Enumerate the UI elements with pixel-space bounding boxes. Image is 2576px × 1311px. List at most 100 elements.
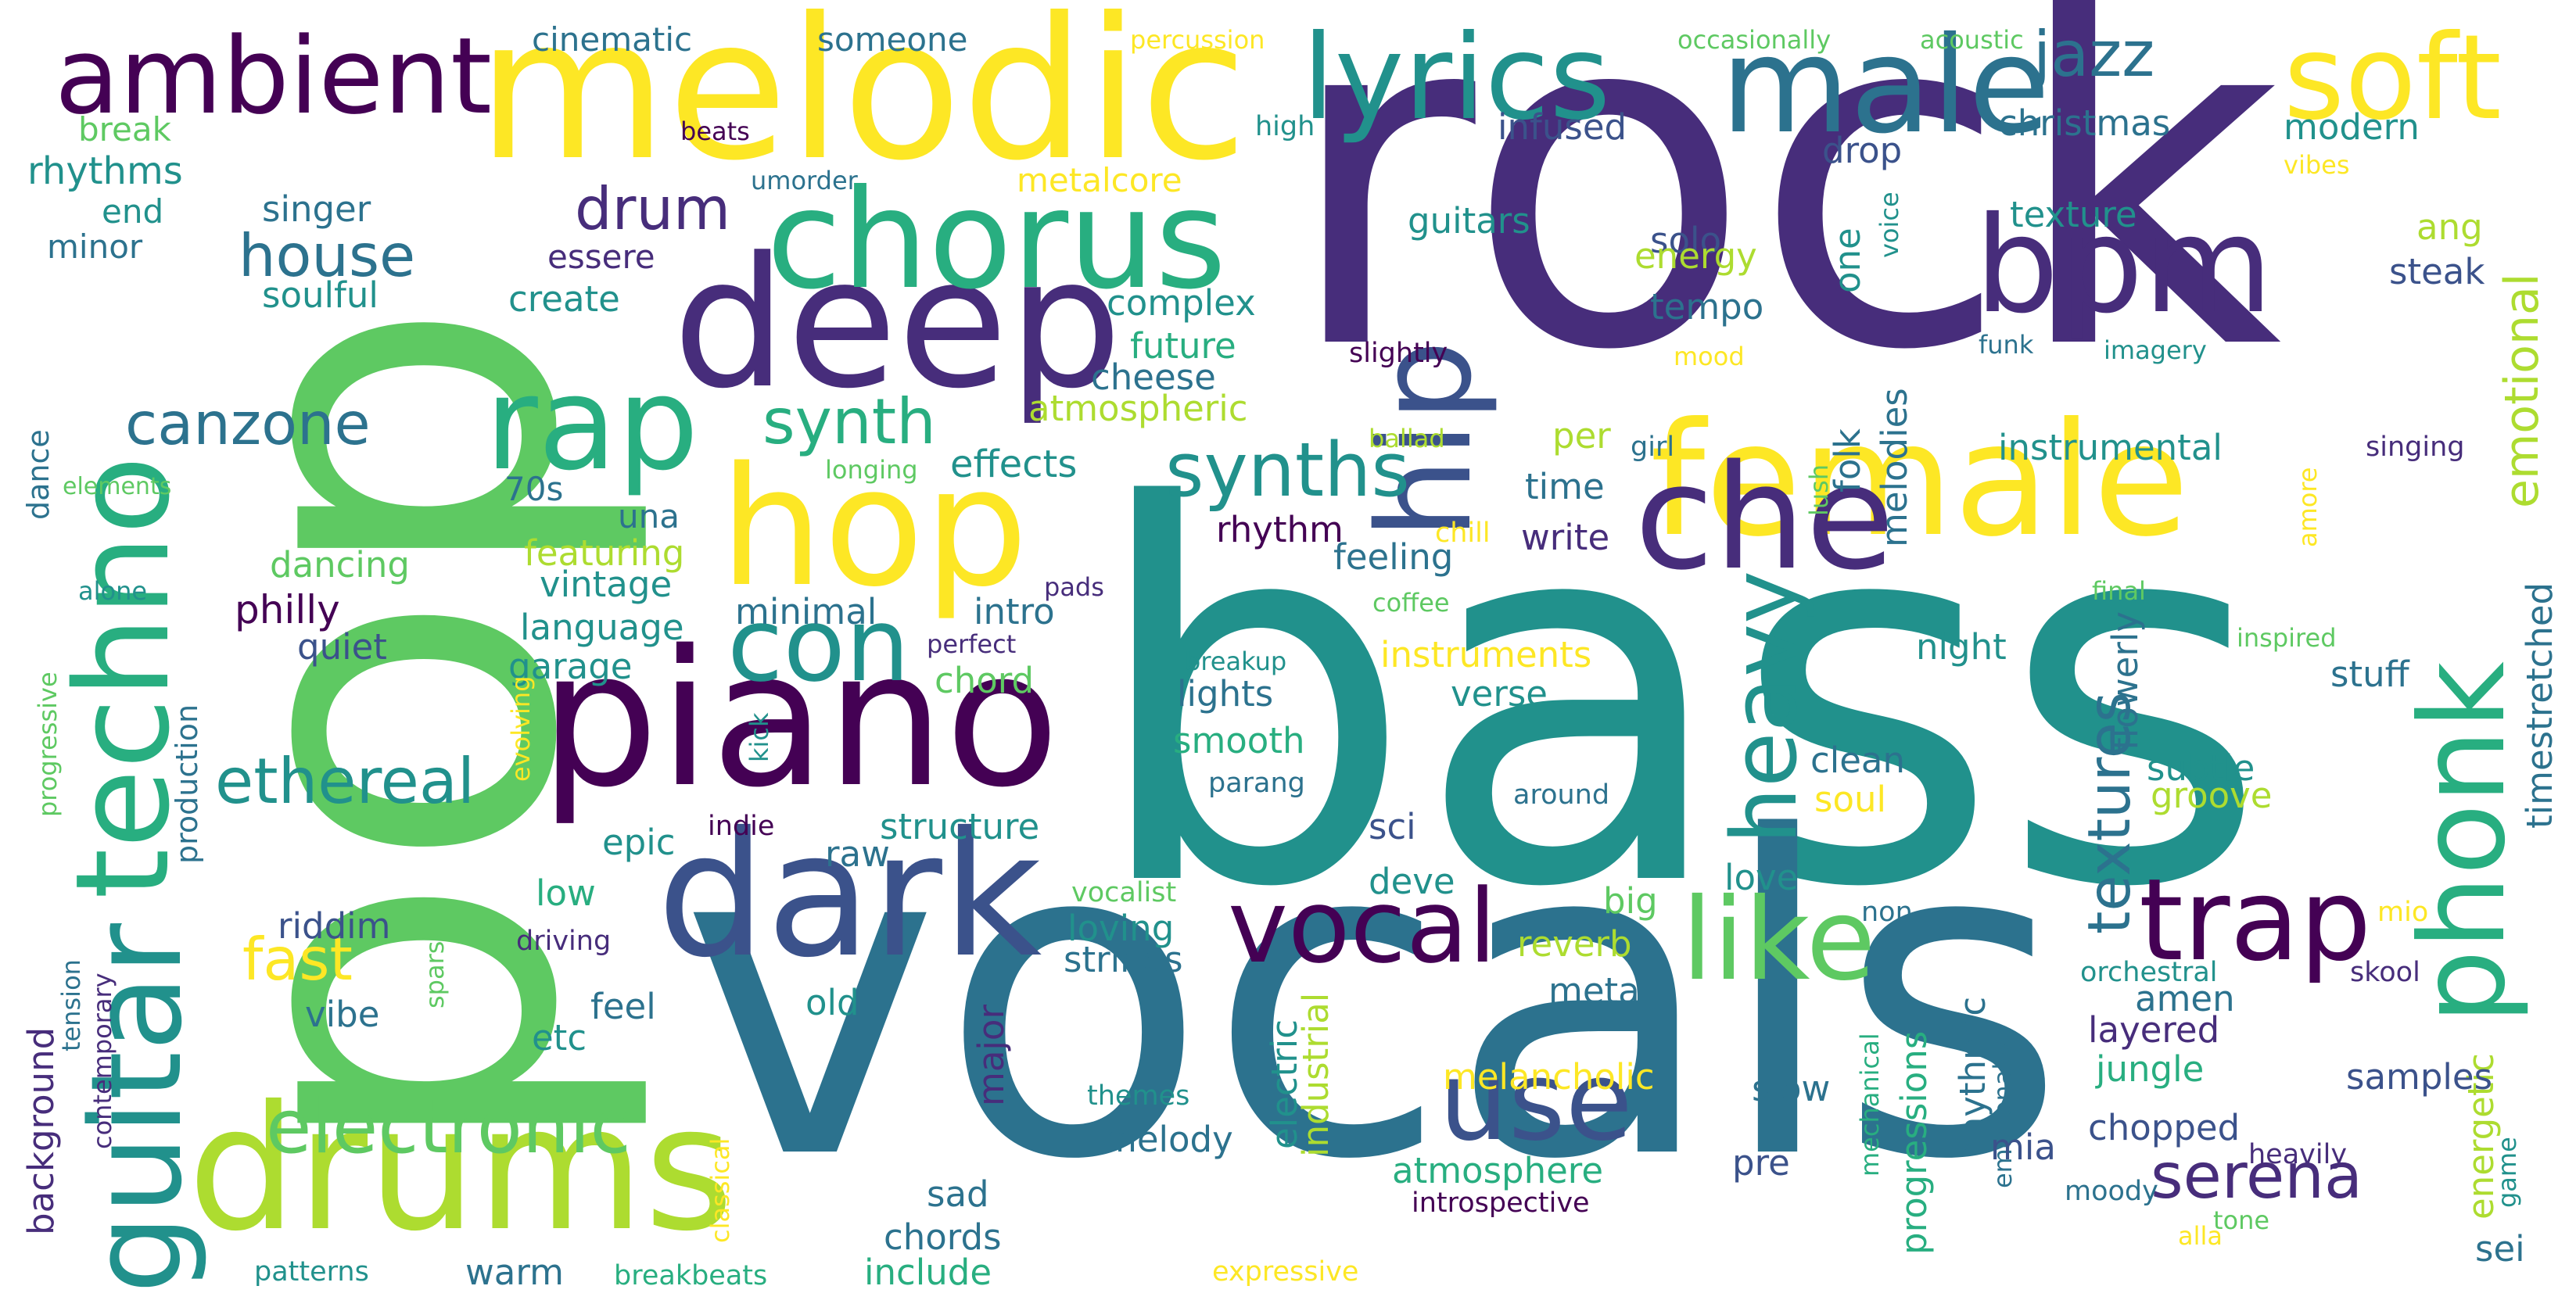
word-techno: techno [48, 455, 198, 899]
word-metalcore: metalcore [1017, 161, 1182, 199]
word-texture: texture [2010, 194, 2137, 235]
word-ambient: ambient [55, 15, 492, 138]
word-female: female [1650, 389, 2190, 571]
word-electronic: electronic [266, 1084, 631, 1170]
word-atmospheric: atmospheric [1028, 388, 1248, 429]
word-subtle: subtle [2147, 747, 2255, 789]
word-like: like [1681, 874, 1876, 1006]
word-garage: garage [508, 646, 633, 687]
word-themes: themes [1087, 1080, 1190, 1112]
word-high: high [1255, 111, 1315, 142]
word-kick: kick [744, 712, 774, 762]
word-lights: lights [1177, 673, 1274, 715]
word-bass: bass [1087, 399, 2269, 1000]
word-hop: hop [719, 432, 1028, 623]
word-rap: rap [485, 349, 699, 499]
word-future: future [1130, 325, 1236, 367]
word-slightly: slightly [1349, 338, 1448, 369]
word-beats: beats [680, 116, 750, 146]
word-sei: sei [2475, 1228, 2525, 1270]
word-fast: fast [242, 925, 353, 994]
word-chill: chill [1435, 518, 1491, 549]
word-epic: epic [602, 822, 676, 863]
word-tempo: tempo [1650, 286, 1764, 328]
word-clean: clean [1810, 740, 1906, 781]
word-non: non [1861, 897, 1913, 928]
word-percussion: percussion [1130, 25, 1265, 55]
word-atmosphere: atmosphere [1392, 1150, 1603, 1191]
word-classical: classical [705, 1137, 735, 1243]
word-warm: warm [465, 1252, 564, 1293]
word-progressive: progressive [33, 672, 63, 817]
word-vibes: vibes [2284, 150, 2350, 180]
word-heavy: heavy [1713, 570, 1817, 844]
word-include: include [864, 1252, 992, 1293]
word-emotional: emotional [2495, 273, 2549, 508]
word-vibe: vibe [305, 994, 380, 1035]
word-sparse: sparse [420, 925, 450, 1008]
word-singer: singer [262, 188, 371, 230]
word-phonk: phonk [2395, 661, 2531, 1024]
word-drop: drop [1822, 130, 1903, 171]
word-alone: alone [78, 576, 148, 606]
word-feel: feel [590, 986, 656, 1027]
word-old: old [805, 982, 859, 1023]
word-alla: alla [2178, 1221, 2223, 1251]
word-complex: complex [1107, 282, 1256, 324]
word-che: che [1634, 433, 1895, 602]
word-energy: energy [1634, 235, 1757, 277]
word-smooth: smooth [1173, 720, 1305, 761]
word-melodic: melodic [477, 0, 1248, 203]
word-sci: sci [1369, 806, 1416, 847]
word-feeling: feeling [1333, 536, 1454, 578]
word-stuff: stuff [2330, 654, 2409, 695]
word-christmas: christmas [1998, 102, 2171, 144]
word-minor: minor [47, 227, 143, 266]
word-soulful: soulful [262, 274, 379, 316]
word-bpm: bpm [1975, 188, 2273, 343]
word-low: low [536, 872, 596, 914]
word-night: night [1916, 626, 2007, 668]
word-vintage: vintage [540, 564, 673, 605]
word-layered: layered [2088, 1009, 2220, 1051]
word-inspired: inspired [2237, 623, 2337, 653]
word-mio: mio [2377, 897, 2429, 928]
word-groove: groove [2151, 775, 2273, 816]
word-featuring: featuring [524, 532, 685, 574]
word-progressions: progressions [1893, 1030, 1935, 1255]
word-patterns: patterns [254, 1256, 369, 1288]
word-cheese: cheese [1091, 356, 1216, 398]
word-flowerly: flowerly [2104, 611, 2146, 750]
word-time: time [1525, 466, 1605, 507]
word-etc: etc [532, 1017, 587, 1058]
word-voice: voice [1875, 192, 1904, 258]
word-una: una [618, 497, 680, 536]
word-intro: intro [974, 591, 1055, 632]
word-pre: pre [1732, 1142, 1790, 1184]
word-elements: elements [63, 473, 172, 500]
word-dark: dark [657, 795, 1042, 995]
word-background: background [20, 1026, 62, 1235]
word-melody: melody [1103, 1119, 1233, 1160]
word-instruments: instruments [1380, 634, 1592, 675]
word-piano: piano [540, 610, 1060, 829]
word-metal: metal [1548, 970, 1650, 1012]
word-vocals: vocals [680, 746, 2067, 1255]
word-chords: chords [884, 1216, 1002, 1258]
word-quiet: quiet [297, 626, 387, 668]
word-per: per [1552, 415, 1611, 457]
word-rhythms: rhythms [27, 149, 183, 193]
word-break: break [78, 110, 171, 149]
word-breakup: breakup [1185, 647, 1287, 676]
word-indie: indie [708, 811, 775, 842]
word-modern: modern [2284, 106, 2420, 148]
word-amen: amen [2135, 978, 2235, 1019]
word-rhythm: rhythm [1216, 509, 1344, 550]
word-instrumental: instrumental [1998, 427, 2223, 468]
word-coffee: coffee [1372, 588, 1450, 618]
word-deep: deep [673, 220, 1122, 428]
word-lyrics: lyrics [1302, 10, 1611, 146]
word-timestretched: timestretched [2519, 582, 2560, 829]
word-jungle: jungle [2096, 1048, 2205, 1090]
word-longing: longing [825, 455, 918, 485]
